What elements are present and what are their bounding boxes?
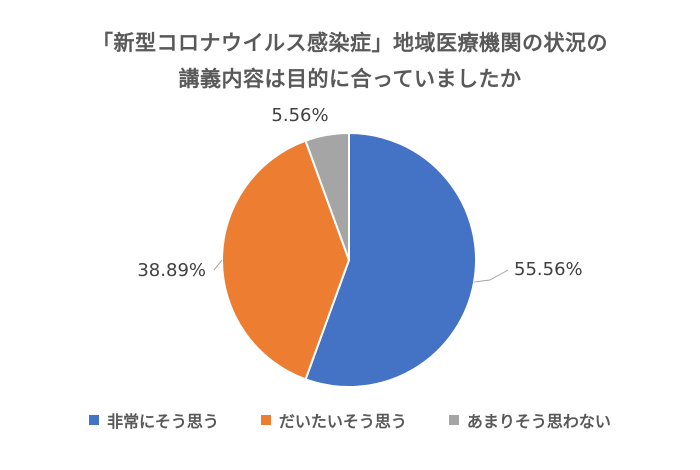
legend-swatch-1 <box>89 415 100 425</box>
data-label-1: 55.56% <box>514 259 583 280</box>
pie-slice-3 <box>304 131 350 261</box>
legend-swatch-2 <box>260 415 271 425</box>
legend-label-2: だいたいそう思う <box>278 412 407 431</box>
data-label-2: 38.89% <box>137 260 206 281</box>
data-label-3: 5.56% <box>271 105 328 126</box>
chart-title-line2: 講義内容は目的に合っていましたか <box>178 67 522 91</box>
legend-item-2: だいたいそう思う <box>260 408 407 432</box>
legend-label-1: 非常にそう思う <box>107 412 219 431</box>
legend-item-1: 非常にそう思う <box>89 408 219 432</box>
legend-label-3: あまりそう思わない <box>466 412 611 431</box>
legend-swatch-3 <box>448 415 459 425</box>
leader-line-2 <box>213 259 223 271</box>
chart-title-line1: 「新型コロナウイルス感染症」地域医療機関の状況の <box>92 31 608 55</box>
pie-slice-2 <box>221 139 351 381</box>
legend-item-3: あまりそう思わない <box>448 408 611 432</box>
chart-legend: 非常にそう思う だいたいそう思う あまりそう思わない <box>0 408 700 432</box>
leader-line-1 <box>474 269 509 283</box>
